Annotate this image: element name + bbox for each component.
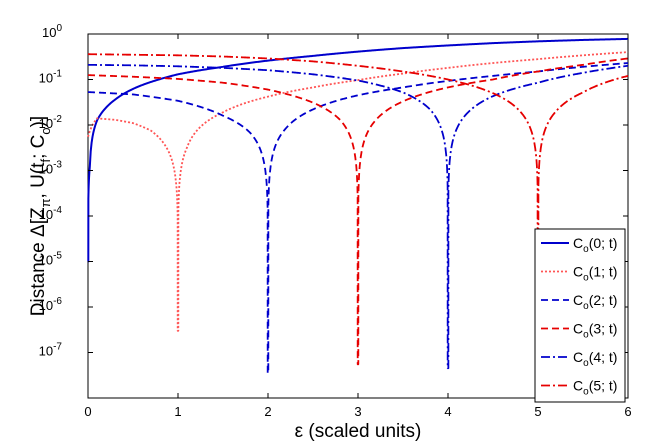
series-line-1 [87,51,629,332]
x-tick-label: 6 [624,404,631,419]
legend-box [534,228,626,403]
series-line-4 [87,63,629,370]
x-tick-label: 3 [354,404,361,419]
series-line-5 [87,53,629,378]
x-tick-label: 4 [444,404,451,419]
legend-label-0: Co(0; t) [573,235,617,255]
series-line-3 [87,57,629,366]
y-tick-label: 10-4 [39,205,63,222]
tick-layer: 0 1 2 3 4 5 6 100 10-1 10-2 10-3 10-4 10-5 10-6 10-7 [39,23,632,419]
x-tick-label: 1 [174,404,181,419]
series-layer [87,37,629,378]
y-tick-label: 10-7 [39,342,63,359]
legend-label-5: Co(5; t) [573,378,617,398]
y-tick-label: 10-6 [39,296,63,313]
y-tick-label: 10-5 [39,251,63,268]
legend-label-1: Co(1; t) [573,264,617,284]
legend-label-2: Co(2; t) [573,292,617,312]
y-tick-label: 100 [42,23,62,40]
series-line-0 [87,37,629,263]
x-tick-label: 5 [534,404,541,419]
y-tick-label: 10-2 [39,114,63,131]
legend-label-3: Co(3; t) [573,321,617,341]
y-tick-label: 10-1 [39,69,63,86]
y-tick-label: 10-3 [39,160,63,177]
x-tick-label: 0 [84,404,91,419]
legend: Co(0; t) Co(1; t) Co(2; t) Co(3; t) Co(4; t)… [534,228,626,403]
x-tick-label: 2 [264,404,271,419]
x-axis-label: ε (scaled units) [295,421,422,442]
legend-label-4: Co(4; t) [573,349,617,369]
y-axis-label: Distance Δ[Zπ, U(tf; Co)] [28,116,53,316]
